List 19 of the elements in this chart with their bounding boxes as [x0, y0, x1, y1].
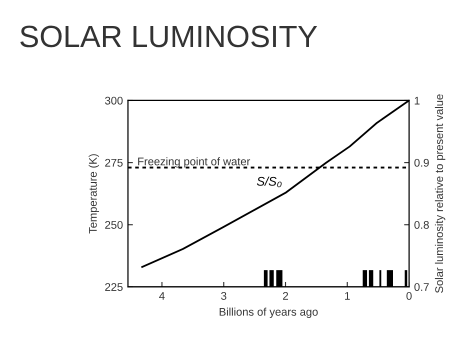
y2-axis-title: Solar luminosity relative to present value: [434, 94, 446, 293]
x-axis-title: Billions of years ago: [220, 308, 318, 318]
x-tick-label: 4: [159, 292, 165, 300]
series-label: S/S₀: [256, 176, 282, 188]
y-axis-title: Temperature (K): [88, 154, 100, 234]
y-tick-label: 300: [105, 96, 123, 105]
y2-tick-label: 0.7: [414, 283, 429, 291]
y2-tick-label: 0.8: [414, 220, 429, 229]
y2-tick-label: 0.9: [414, 158, 429, 167]
x-tick-label: 0: [406, 292, 412, 300]
x-tick-label: 1: [345, 292, 350, 300]
x-tick-label: 3: [221, 292, 226, 300]
ref-line-label: Freezing point of water: [138, 157, 250, 168]
y-tick-label: 250: [105, 220, 123, 229]
y2-tick-label: 1: [414, 96, 420, 104]
x-tick-label: 2: [282, 292, 288, 300]
y-tick-label: 225: [105, 283, 123, 291]
y-tick-label: 275: [105, 158, 123, 167]
chart-title: SOLAR LUMINOSITY: [20, 26, 318, 48]
